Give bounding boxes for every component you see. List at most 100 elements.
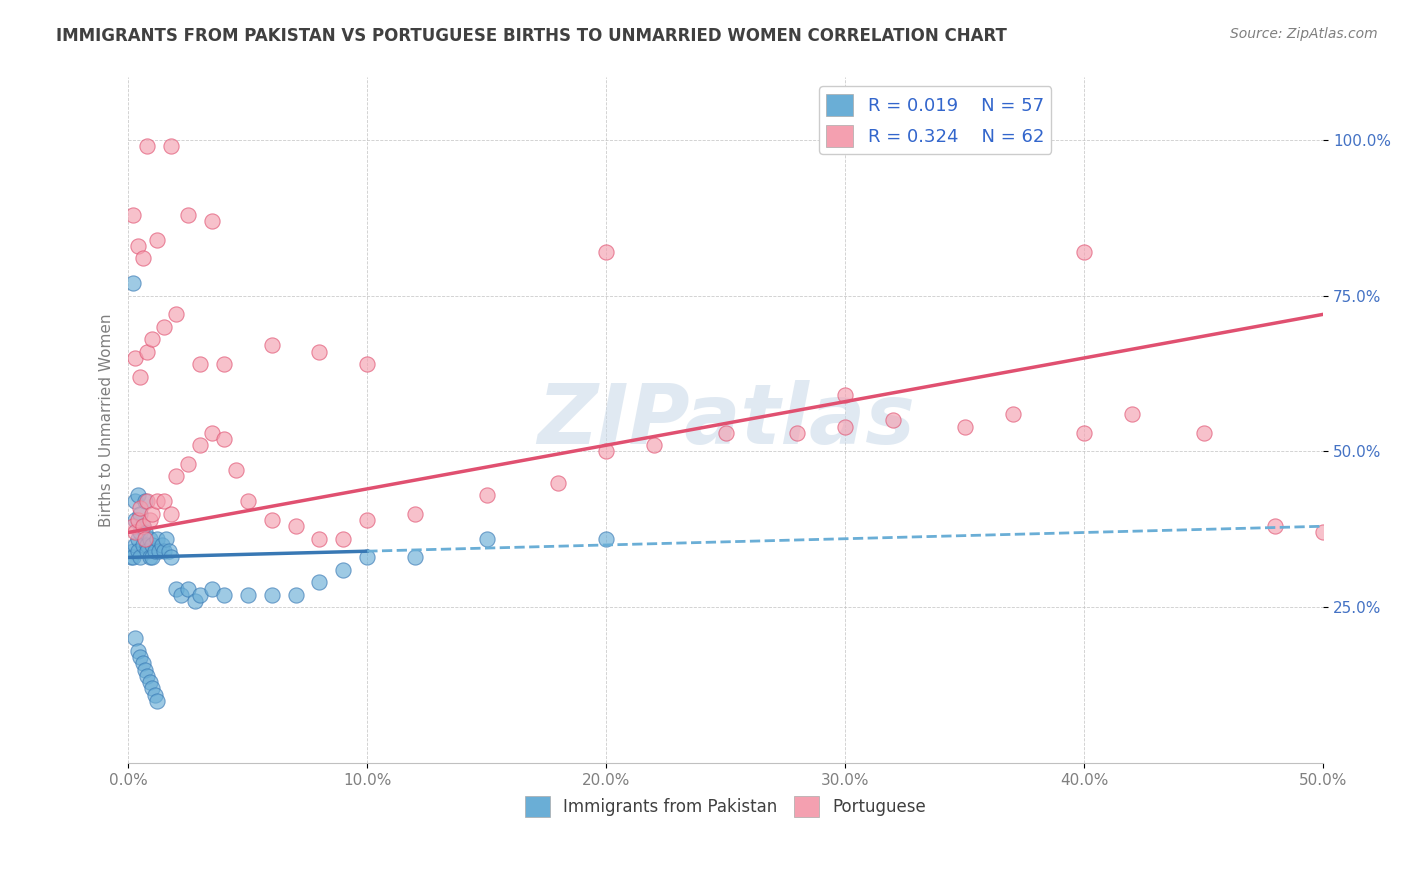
Point	[141, 538, 163, 552]
Point	[141, 681, 163, 696]
Point	[475, 488, 498, 502]
Point	[122, 550, 145, 565]
Point	[122, 519, 145, 533]
Point	[165, 582, 187, 596]
Point	[356, 513, 378, 527]
Point	[141, 550, 163, 565]
Point	[236, 494, 259, 508]
Point	[177, 208, 200, 222]
Point	[236, 588, 259, 602]
Point	[131, 251, 153, 265]
Point	[160, 550, 183, 565]
Point	[1264, 519, 1286, 533]
Point	[834, 388, 856, 402]
Point	[260, 338, 283, 352]
Point	[134, 532, 156, 546]
Point	[150, 538, 173, 552]
Point	[127, 238, 149, 252]
Point	[134, 525, 156, 540]
Y-axis label: Births to Unmarried Women: Births to Unmarried Women	[100, 313, 114, 527]
Point	[184, 594, 207, 608]
Point	[475, 532, 498, 546]
Point	[212, 432, 235, 446]
Point	[155, 532, 177, 546]
Point	[714, 425, 737, 440]
Point	[146, 532, 169, 546]
Point	[143, 544, 166, 558]
Point	[127, 532, 149, 546]
Point	[404, 507, 426, 521]
Point	[225, 463, 247, 477]
Point	[1121, 407, 1143, 421]
Point	[1192, 425, 1215, 440]
Point	[834, 419, 856, 434]
Point	[953, 419, 976, 434]
Text: IMMIGRANTS FROM PAKISTAN VS PORTUGUESE BIRTHS TO UNMARRIED WOMEN CORRELATION CHA: IMMIGRANTS FROM PAKISTAN VS PORTUGUESE B…	[56, 27, 1007, 45]
Point	[129, 500, 152, 515]
Point	[308, 344, 330, 359]
Point	[260, 588, 283, 602]
Point	[127, 644, 149, 658]
Point	[308, 575, 330, 590]
Point	[131, 519, 153, 533]
Point	[595, 244, 617, 259]
Point	[136, 544, 159, 558]
Point	[124, 525, 146, 540]
Point	[127, 544, 149, 558]
Point	[1073, 244, 1095, 259]
Text: Source: ZipAtlas.com: Source: ZipAtlas.com	[1230, 27, 1378, 41]
Point	[188, 438, 211, 452]
Point	[201, 425, 224, 440]
Point	[177, 582, 200, 596]
Point	[188, 357, 211, 371]
Point	[153, 494, 176, 508]
Point	[170, 588, 193, 602]
Point	[131, 519, 153, 533]
Point	[260, 513, 283, 527]
Point	[165, 469, 187, 483]
Point	[120, 550, 142, 565]
Point	[124, 513, 146, 527]
Point	[124, 538, 146, 552]
Point	[139, 513, 162, 527]
Point	[1312, 525, 1334, 540]
Point	[141, 332, 163, 346]
Point	[1073, 425, 1095, 440]
Point	[136, 538, 159, 552]
Point	[284, 588, 307, 602]
Point	[595, 532, 617, 546]
Point	[201, 214, 224, 228]
Point	[157, 544, 180, 558]
Point	[153, 319, 176, 334]
Point	[148, 544, 170, 558]
Point	[160, 507, 183, 521]
Point	[332, 563, 354, 577]
Point	[146, 694, 169, 708]
Point	[127, 488, 149, 502]
Point	[136, 669, 159, 683]
Point	[146, 233, 169, 247]
Point	[129, 550, 152, 565]
Point	[136, 494, 159, 508]
Point	[643, 438, 665, 452]
Point	[212, 357, 235, 371]
Point	[212, 588, 235, 602]
Point	[136, 344, 159, 359]
Point	[131, 538, 153, 552]
Point	[139, 550, 162, 565]
Point	[122, 208, 145, 222]
Point	[129, 650, 152, 665]
Point	[1001, 407, 1024, 421]
Point	[129, 507, 152, 521]
Point	[134, 663, 156, 677]
Point	[404, 550, 426, 565]
Point	[141, 507, 163, 521]
Point	[547, 475, 569, 490]
Point	[139, 532, 162, 546]
Point	[153, 544, 176, 558]
Point	[131, 657, 153, 671]
Point	[165, 307, 187, 321]
Point	[136, 139, 159, 153]
Point	[308, 532, 330, 546]
Point	[356, 357, 378, 371]
